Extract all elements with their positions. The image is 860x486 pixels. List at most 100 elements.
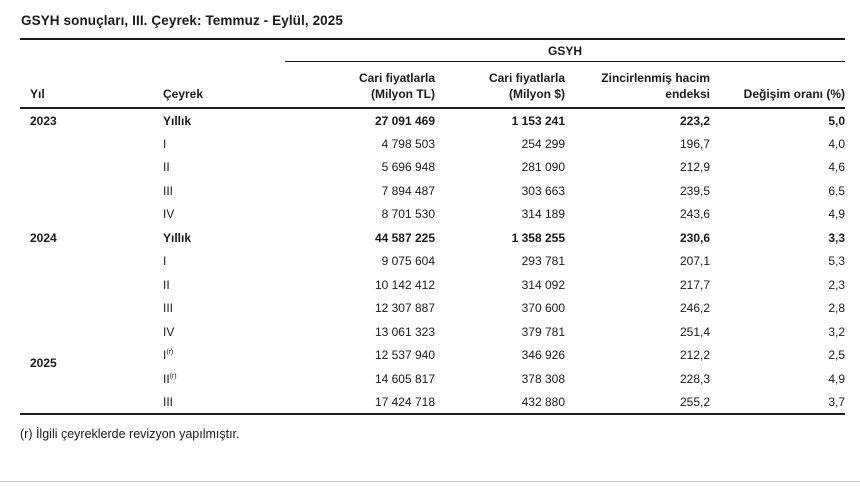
year-cell: 2024 — [20, 226, 150, 250]
quarter-cell: I(r) — [150, 343, 285, 367]
change-rate-cell: 2,8 — [828, 301, 846, 316]
table-row: I 9 075 604 293 781 207,1 5,3 — [20, 249, 845, 273]
spanner-gsyh: GSYH — [285, 39, 846, 62]
table-row: 2025 I(r) 12 537 940 346 926 212,2 2,5 — [20, 343, 846, 371]
chain-volume-index-cell: 228,3 — [679, 371, 710, 386]
column-header-row: Yıl Çeyrek Cari fiyatlarla (Milyon TL) Ca… — [20, 61, 846, 110]
quarter-cell: III — [150, 179, 285, 203]
current-prices-usd-cell: 314 189 — [521, 207, 565, 222]
table-row: 2024 Yıllık 44 587 225 1 358 255 230,6 3… — [20, 226, 845, 250]
col-header-chain-index-line2: endeksi — [665, 87, 710, 102]
col-header-current-tl: Cari fiyatlarla (Milyon TL) — [285, 61, 435, 110]
quarter-label: III — [163, 301, 174, 316]
year-cell: 2023 — [20, 108, 150, 132]
table-row: IV 13 061 323 379 781 251,4 3,2 — [20, 320, 845, 344]
current-prices-tl-cell: 27 091 469 — [374, 113, 435, 128]
chain-volume-index-cell: 246,2 — [679, 301, 710, 316]
year-cell — [20, 179, 150, 203]
page-title: GSYH sonuçları, III. Çeyrek: Temmuz - Ey… — [21, 13, 344, 28]
gsyh-table: GSYH Yıl Çeyrek Cari fiyatlarla (Milyon T… — [20, 38, 846, 415]
quarter-label: I — [163, 136, 167, 151]
current-prices-usd-cell: 303 663 — [521, 183, 565, 198]
spanner-row: GSYH — [20, 39, 846, 62]
col-header-current-tl-line2: (Milyon TL) — [371, 87, 435, 102]
quarter-cell: III — [150, 296, 285, 320]
year-cell — [20, 249, 150, 273]
quarter-label: IV — [163, 324, 175, 339]
quarter-label: II — [163, 277, 170, 292]
quarter-cell: I — [150, 132, 285, 156]
chain-volume-index-cell: 217,7 — [679, 277, 710, 292]
current-prices-usd-cell: 379 781 — [521, 324, 565, 339]
chain-volume-index-cell: 239,5 — [679, 183, 710, 198]
col-header-current-usd-line2: (Milyon $) — [509, 87, 565, 102]
quarter-label: IV — [163, 207, 175, 222]
current-prices-usd-cell: 254 299 — [521, 136, 565, 151]
quarter-label: III — [163, 183, 174, 198]
chain-volume-index-cell: 251,4 — [679, 324, 710, 339]
quarter-cell: Yıllık — [150, 226, 285, 250]
table-row: I 4 798 503 254 299 196,7 4,0 — [20, 132, 845, 156]
chain-volume-index-cell: 212,9 — [679, 160, 710, 175]
revision-superscript: (r) — [169, 370, 177, 380]
year-cell — [20, 155, 150, 179]
quarter-label: II — [163, 160, 170, 175]
table-row: 2023 Yıllık 27 091 469 1 153 241 223,2 5… — [20, 108, 845, 132]
current-prices-usd-cell: 378 308 — [521, 371, 565, 386]
table-body: 2023 Yıllık 27 091 469 1 153 241 223,2 5… — [20, 108, 846, 414]
year-label: 2024 — [30, 230, 57, 245]
change-rate-cell: 5,0 — [828, 113, 846, 128]
quarter-label: I — [163, 348, 167, 363]
col-header-current-usd: Cari fiyatlarla (Milyon $) — [435, 61, 565, 110]
quarter-label: III — [163, 394, 174, 409]
year-cell — [20, 273, 150, 297]
current-prices-tl-cell: 5 696 948 — [381, 160, 435, 175]
year-cell — [20, 296, 150, 320]
current-prices-tl-cell: 12 537 940 — [374, 348, 435, 363]
table-row: II 5 696 948 281 090 212,9 4,6 — [20, 155, 845, 179]
chain-volume-index-cell: 255,2 — [679, 394, 710, 409]
quarter-cell: II(r) — [150, 367, 285, 391]
change-rate-cell: 2,5 — [828, 348, 846, 363]
quarter-label: II — [163, 371, 170, 386]
year-cell: 2025 — [20, 343, 150, 371]
change-rate-cell: 2,3 — [828, 277, 846, 292]
quarter-cell: IV — [150, 202, 285, 226]
current-prices-usd-cell: 281 090 — [521, 160, 565, 175]
change-rate-cell: 4,0 — [828, 136, 846, 151]
quarter-cell: II — [150, 273, 285, 297]
change-rate-cell: 4,6 — [828, 160, 846, 175]
chain-volume-index-cell: 212,2 — [679, 348, 710, 363]
current-prices-tl-cell: 7 894 487 — [381, 183, 435, 198]
table-row: II 10 142 412 314 092 217,7 2,3 — [20, 273, 845, 297]
change-rate-cell: 3,2 — [828, 324, 846, 339]
current-prices-tl-cell: 10 142 412 — [374, 277, 435, 292]
current-prices-tl-cell: 17 424 718 — [374, 394, 435, 409]
chain-volume-index-cell: 207,1 — [679, 254, 710, 269]
year-label: 2025 — [30, 356, 57, 371]
col-header-chain-index-line1: Zincirlenmiş hacim — [601, 71, 710, 85]
col-header-current-usd-line1: Cari fiyatlarla — [488, 71, 565, 85]
chain-volume-index-cell: 230,6 — [679, 230, 710, 245]
table-row: III 7 894 487 303 663 239,5 6,5 — [20, 179, 845, 203]
quarter-cell: Yıllık — [150, 108, 285, 132]
quarter-label: Yıllık — [163, 113, 192, 128]
chain-volume-index-cell: 223,2 — [679, 113, 710, 128]
current-prices-usd-cell: 293 781 — [521, 254, 565, 269]
year-cell — [20, 390, 150, 414]
chain-volume-index-cell: 243,6 — [679, 207, 710, 222]
quarter-cell: II — [150, 155, 285, 179]
year-cell — [20, 202, 150, 226]
year-label: 2023 — [30, 113, 57, 128]
revision-superscript: (r) — [166, 347, 173, 357]
change-rate-cell: 3,7 — [828, 394, 846, 409]
quarter-cell: I — [150, 249, 285, 273]
current-prices-tl-cell: 14 605 817 — [374, 371, 435, 386]
current-prices-usd-cell: 314 092 — [521, 277, 565, 292]
change-rate-cell: 6,5 — [828, 183, 846, 198]
table-row: III 12 307 887 370 600 246,2 2,8 — [20, 296, 845, 320]
chain-volume-index-cell: 196,7 — [679, 136, 710, 151]
current-prices-tl-cell: 8 701 530 — [381, 207, 435, 222]
change-rate-cell: 4,9 — [828, 371, 846, 386]
